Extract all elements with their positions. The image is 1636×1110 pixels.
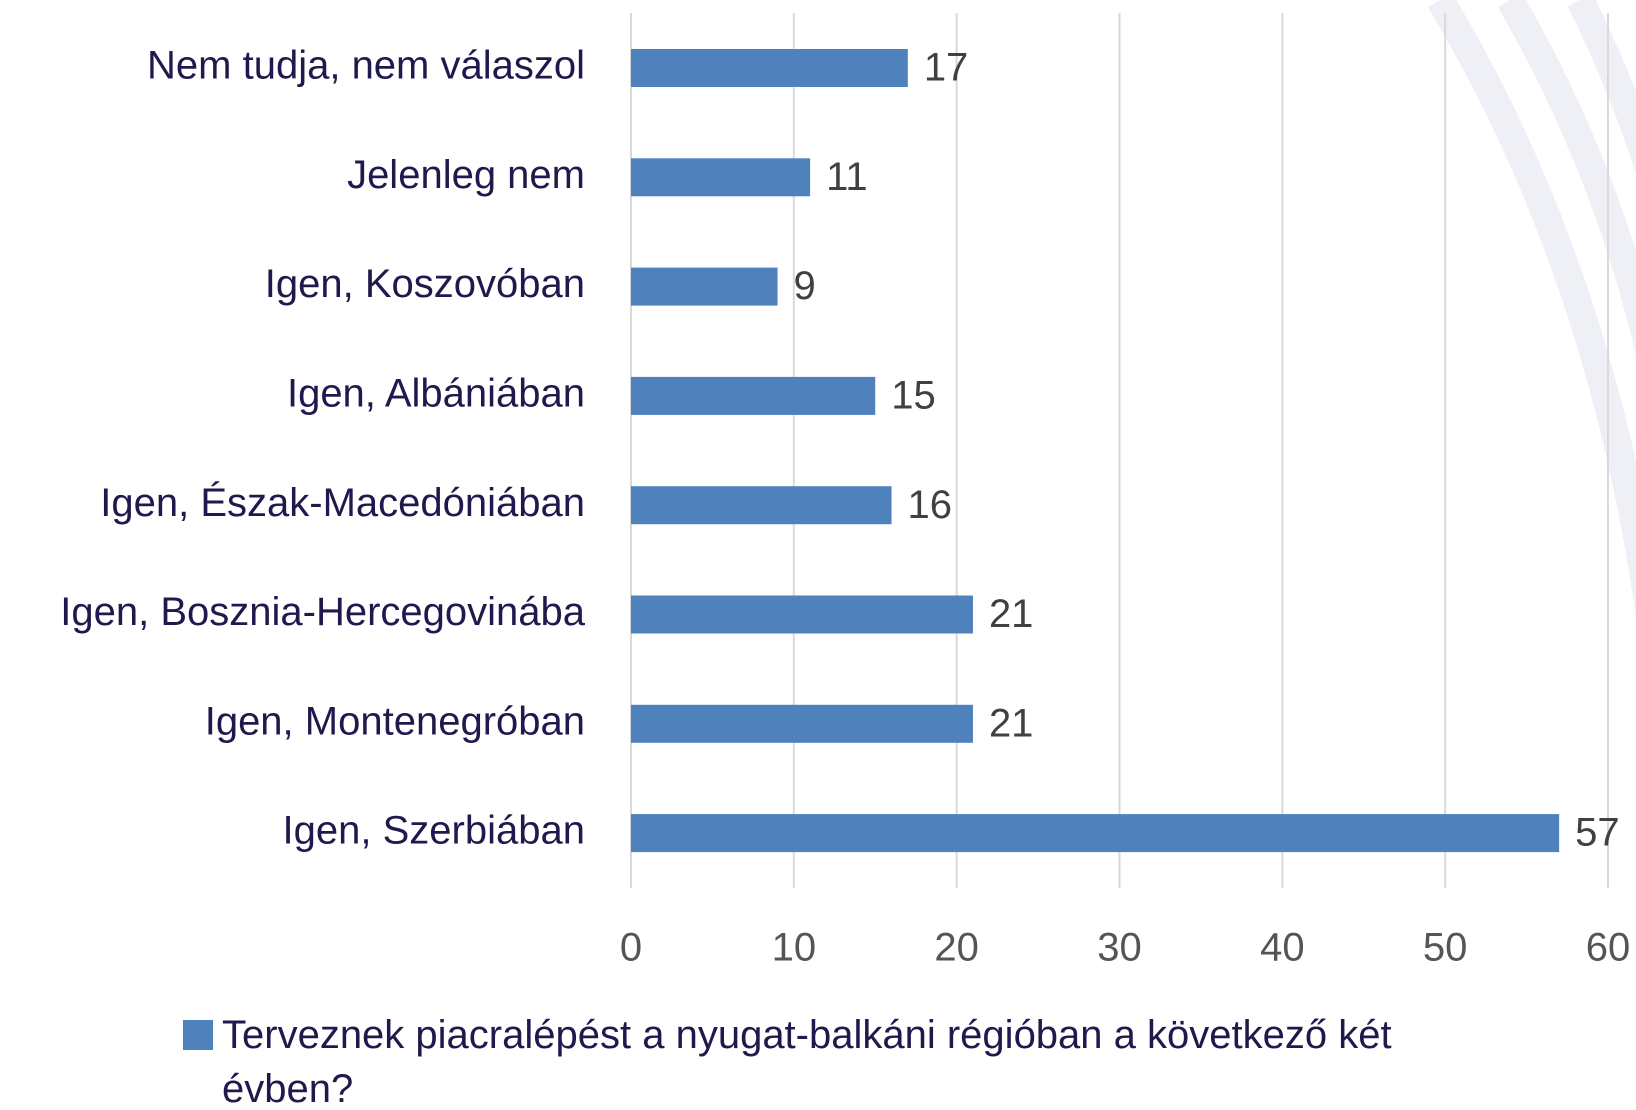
y-tick-label: Igen, Koszovóban	[265, 262, 585, 306]
data-label: 57	[1575, 811, 1620, 855]
data-label: 21	[989, 701, 1033, 745]
legend-label: Terveznek piacralépést a nyugat-balkáni …	[222, 1013, 1392, 1110]
x-tick-label: 0	[620, 926, 642, 970]
x-tick-label: 30	[1097, 926, 1142, 970]
y-tick-label: Igen, Észak-Macedóniában	[100, 480, 585, 525]
data-label: 15	[891, 373, 936, 417]
bar	[631, 49, 908, 87]
data-label: 17	[924, 46, 969, 90]
bar	[631, 704, 973, 743]
legend: Terveznek piacralépést a nyugat-balkáni …	[183, 1008, 1523, 1110]
x-tick-label: 20	[934, 926, 979, 970]
y-tick-label: Igen, Szerbiában	[283, 809, 585, 853]
data-label: 11	[826, 155, 868, 199]
bar	[631, 595, 973, 634]
data-label: 16	[908, 483, 953, 527]
y-tick-label: Igen, Albániában	[287, 371, 585, 415]
x-tick-label: 40	[1260, 926, 1305, 970]
bar	[631, 486, 892, 525]
data-label: 9	[794, 264, 816, 308]
y-tick-label: Nem tudja, nem válaszol	[147, 44, 585, 88]
y-tick-label: Igen, Montenegróban	[205, 699, 585, 743]
y-tick-label: Jelenleg nem	[347, 153, 585, 197]
bar	[631, 376, 876, 415]
x-tick-label: 10	[772, 926, 817, 970]
data-label: 21	[989, 592, 1033, 636]
bar	[631, 158, 811, 197]
legend-swatch	[183, 1020, 213, 1050]
bar	[631, 814, 1560, 853]
bar	[631, 267, 778, 306]
background-arcs	[1427, 0, 1636, 618]
y-tick-label: Igen, Bosznia-Hercegovinába	[60, 590, 586, 634]
x-tick-label: 60	[1586, 926, 1631, 970]
x-tick-label: 50	[1423, 926, 1468, 970]
